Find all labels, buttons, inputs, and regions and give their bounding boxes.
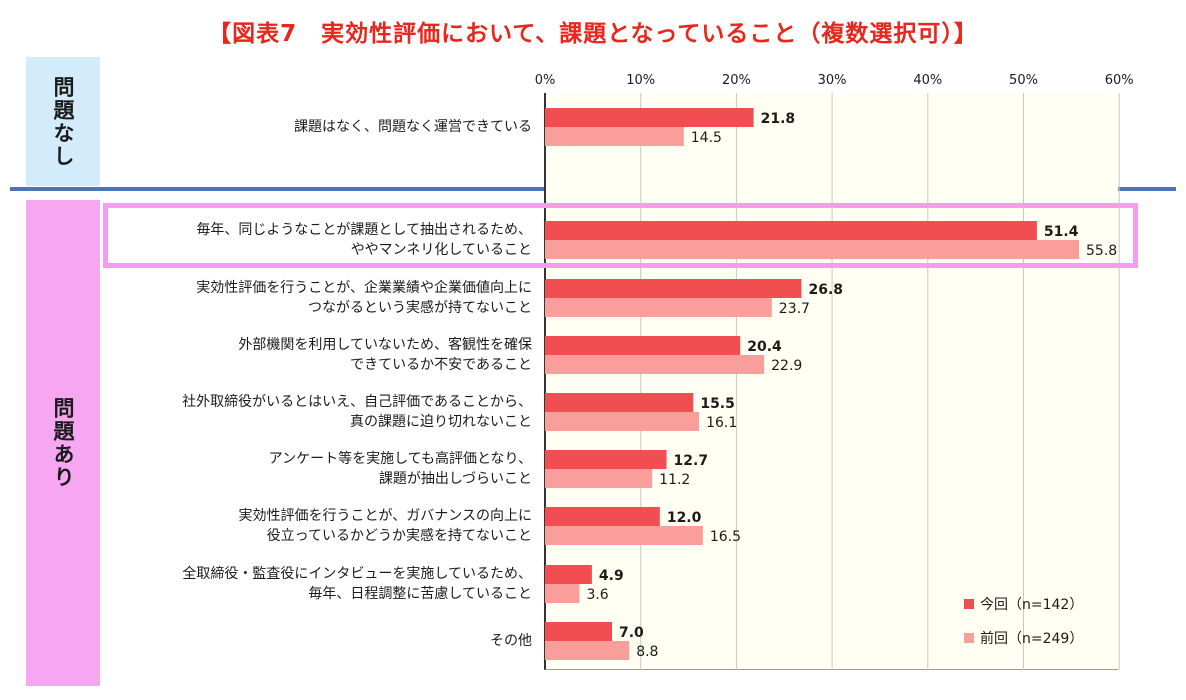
data-label-previous: 14.5 xyxy=(691,130,722,146)
category-label: 外部機関を利用していないため、客観性を確保できているか不安であること xyxy=(238,335,532,375)
category-label-line: 全取締役・監査役にインタビューを実施しているため、 xyxy=(182,566,532,582)
x-tick-label: 0% xyxy=(535,73,556,88)
category-label: 毎年、同じようなことが課題として抽出されるため、ややマンネリ化していること xyxy=(196,220,532,260)
data-label-previous: 16.5 xyxy=(710,529,741,545)
category-label: 実効性評価を行うことが、企業業績や企業価値向上につながるという実感が持てないこと xyxy=(196,278,532,318)
data-label-previous: 11.2 xyxy=(659,472,690,488)
group-label-has-problem: 問題あり xyxy=(26,200,100,686)
category-label-line: 外部機関を利用していないため、客観性を確保 xyxy=(238,337,532,353)
category-label: 社外取締役がいるとはいえ、自己評価であることから、真の課題に迫り切れないこと xyxy=(182,392,532,432)
category-label-line: ややマンネリ化していること xyxy=(350,242,532,258)
data-label-current: 21.8 xyxy=(761,111,796,127)
x-tick-label: 60% xyxy=(1105,73,1134,88)
legend-swatch-previous xyxy=(964,633,974,643)
x-tick-label: 10% xyxy=(626,73,655,88)
category-label-line: 課題が抽出しづらいこと xyxy=(378,471,532,487)
x-tick-label: 20% xyxy=(722,73,751,88)
data-label-current: 51.4 xyxy=(1044,224,1079,240)
data-label-current: 7.0 xyxy=(619,625,644,641)
data-label-current: 20.4 xyxy=(747,339,782,355)
category-label: 実効性評価を行うことが、ガバナンスの向上に役立っているかどうか実感を持てないこと xyxy=(239,506,532,546)
bar-current xyxy=(545,221,1037,240)
category-label-line: 課題はなく、問題なく運営できている xyxy=(294,119,532,135)
category-label-line: つながるという実感が持てないこと xyxy=(308,300,532,316)
legend-item-previous: 前回（n=249） xyxy=(964,628,1083,648)
chart-title: 【図表7 実効性評価において、課題となっていること（複数選択可）】 xyxy=(208,21,978,47)
data-label-previous: 55.8 xyxy=(1086,243,1117,259)
group-label-no-problem-text: 問題なし xyxy=(51,75,75,168)
x-tick-label: 30% xyxy=(818,73,847,88)
bar-current xyxy=(545,507,660,526)
category-label: 全取締役・監査役にインタビューを実施しているため、毎年、日程調整に苦慮しているこ… xyxy=(182,564,532,604)
category-label-line: 毎年、同じようなことが課題として抽出されるため、 xyxy=(196,222,532,238)
legend-label-current: 今回（n=142） xyxy=(980,597,1084,613)
bar-current xyxy=(545,108,754,127)
data-label-previous: 16.1 xyxy=(706,415,737,431)
data-label-current: 26.8 xyxy=(808,282,843,298)
group-label-has-problem-text: 問題あり xyxy=(51,397,75,489)
category-label-line: アンケート等を実施しても高評価となり、 xyxy=(268,451,532,467)
data-label-current: 15.5 xyxy=(700,396,735,412)
bar-previous xyxy=(545,240,1080,259)
data-label-previous: 23.7 xyxy=(779,301,810,317)
bar-previous xyxy=(545,584,580,603)
bar-current xyxy=(545,279,802,298)
bar-previous xyxy=(545,641,630,660)
x-tick-label: 50% xyxy=(1009,73,1038,88)
bar-current xyxy=(545,393,694,412)
category-label-line: 実効性評価を行うことが、ガバナンスの向上に xyxy=(238,508,532,524)
data-label-current: 12.7 xyxy=(674,453,709,469)
legend-label-previous: 前回（n=249） xyxy=(980,631,1084,647)
data-label-previous: 3.6 xyxy=(586,587,608,603)
category-label-line: 毎年、日程調整に苦慮していること xyxy=(308,586,532,602)
bar-current xyxy=(545,565,592,584)
group-label-no-problem: 問題なし xyxy=(26,57,100,186)
bar-current xyxy=(545,622,612,641)
category-label-line: 社外取締役がいるとはいえ、自己評価であることから、 xyxy=(182,394,532,410)
data-label-previous: 22.9 xyxy=(771,358,802,374)
bar-previous xyxy=(545,469,653,488)
bar-previous xyxy=(545,412,700,431)
category-label: 課題はなく、問題なく運営できている xyxy=(294,117,532,137)
legend-item-current: 今回（n=142） xyxy=(964,594,1083,614)
highlight-box xyxy=(103,203,1138,268)
category-label-line: 真の課題に迫り切れないこと xyxy=(350,414,532,430)
data-label-previous: 8.8 xyxy=(636,644,658,660)
bar-previous xyxy=(545,298,772,317)
legend-swatch-current xyxy=(964,599,974,609)
category-label: その他 xyxy=(490,631,532,651)
category-label-line: 実効性評価を行うことが、企業業績や企業価値向上に xyxy=(196,280,532,296)
data-label-current: 4.9 xyxy=(599,568,624,584)
category-label-line: その他 xyxy=(490,633,532,649)
category-label-line: できているか不安であること xyxy=(350,357,532,373)
data-label-current: 12.0 xyxy=(667,510,702,526)
bar-previous xyxy=(545,127,684,146)
bar-previous xyxy=(545,355,765,374)
plot-area xyxy=(544,93,1118,670)
bar-previous xyxy=(545,526,703,545)
bar-current xyxy=(545,336,741,355)
category-label-line: 役立っているかどうか実感を持てないこと xyxy=(266,528,532,544)
bar-current xyxy=(545,450,667,469)
x-tick-label: 40% xyxy=(913,73,942,88)
category-label: アンケート等を実施しても高評価となり、課題が抽出しづらいこと xyxy=(269,449,532,489)
